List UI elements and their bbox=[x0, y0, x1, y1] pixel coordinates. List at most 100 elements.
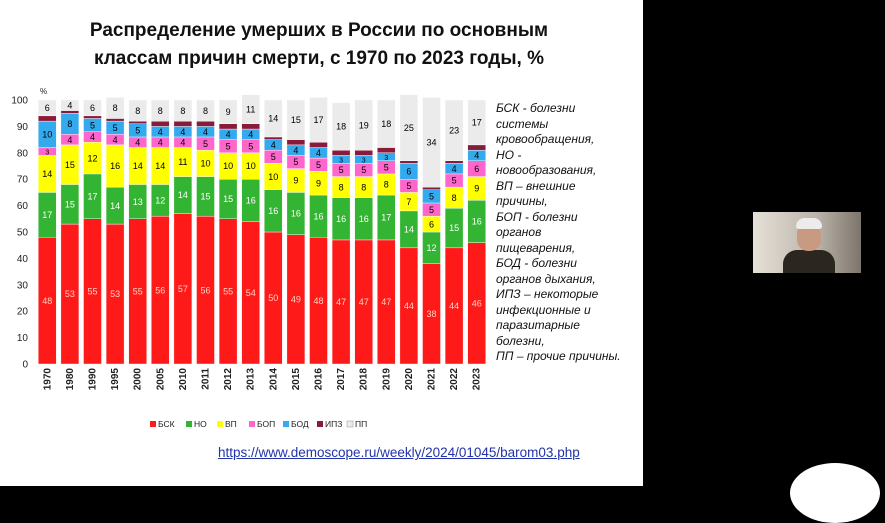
x-tick-label: 2023 bbox=[472, 368, 483, 391]
legend-swatch bbox=[150, 421, 156, 427]
data-label: 16 bbox=[336, 214, 346, 224]
bar-segment bbox=[467, 144, 486, 151]
data-label: 8 bbox=[180, 106, 185, 116]
data-label: 25 bbox=[404, 123, 414, 133]
data-label: 15 bbox=[65, 199, 75, 209]
data-label: 10 bbox=[268, 172, 278, 182]
bar-segment bbox=[377, 99, 396, 148]
floating-control-button[interactable] bbox=[790, 463, 880, 523]
data-label: 55 bbox=[87, 287, 97, 297]
x-tick-label: 2016 bbox=[314, 368, 325, 391]
legend-swatch bbox=[217, 421, 223, 427]
y-tick-label: 60 bbox=[17, 201, 29, 212]
bar-segment bbox=[354, 99, 373, 151]
legend-swatch bbox=[283, 421, 289, 427]
data-label: 5 bbox=[361, 165, 366, 175]
data-label: 47 bbox=[336, 297, 346, 307]
bar-segment bbox=[151, 99, 170, 122]
x-tick-label: 2019 bbox=[381, 368, 392, 391]
data-label: 56 bbox=[200, 285, 210, 295]
legend-label: ПП bbox=[355, 419, 367, 429]
data-label: 7 bbox=[406, 197, 411, 207]
note-line: инфекционные и bbox=[496, 302, 591, 317]
y-tick-label: 40 bbox=[17, 254, 29, 265]
data-label: 15 bbox=[65, 160, 75, 170]
x-tick-label: 1995 bbox=[110, 368, 121, 391]
data-label: 14 bbox=[404, 225, 414, 235]
x-tick-label: 2015 bbox=[291, 368, 302, 391]
legend-label: ИПЗ bbox=[325, 419, 342, 429]
bar-segment bbox=[241, 94, 260, 124]
data-label: 53 bbox=[65, 289, 75, 299]
data-label: 34 bbox=[426, 137, 436, 147]
data-label: 14 bbox=[133, 161, 143, 171]
data-label: 14 bbox=[110, 201, 120, 211]
y-tick-label: 30 bbox=[17, 280, 29, 291]
note-line: НО - bbox=[496, 147, 522, 162]
x-tick-label: 1980 bbox=[65, 368, 76, 391]
bar-segment bbox=[286, 139, 306, 146]
data-label: 4 bbox=[293, 145, 298, 155]
note-line: кровообращения, bbox=[496, 132, 595, 146]
bar-segment bbox=[218, 99, 238, 124]
x-tick-label: 2010 bbox=[178, 368, 189, 391]
data-label: 5 bbox=[339, 165, 344, 175]
data-label: 15 bbox=[291, 115, 301, 125]
data-label: 12 bbox=[155, 196, 165, 206]
data-label: 5 bbox=[316, 160, 321, 170]
data-label: 48 bbox=[42, 296, 52, 306]
data-label: 6 bbox=[45, 103, 50, 113]
legend-swatch bbox=[317, 421, 323, 427]
slide-title-line-1: Распределение умерших в России по основн… bbox=[89, 20, 549, 41]
data-label: 8 bbox=[452, 193, 457, 203]
bar-segment bbox=[264, 99, 283, 138]
data-label: 16 bbox=[110, 161, 120, 171]
data-label: 4 bbox=[180, 127, 185, 137]
bar-segment bbox=[173, 99, 193, 122]
bar-segment bbox=[128, 120, 147, 124]
bar-segment bbox=[286, 99, 306, 140]
data-label: 16 bbox=[359, 214, 369, 224]
x-axis-labels: 1970 1980 1990 1995 2000 2005 2010 2011 2012 2013… bbox=[42, 368, 482, 391]
data-label: 8 bbox=[67, 119, 72, 129]
data-label: 4 bbox=[158, 137, 163, 147]
bar-segment bbox=[354, 149, 373, 156]
x-tick-label: 2011 bbox=[201, 368, 212, 390]
bar-segment bbox=[309, 142, 328, 148]
data-label: 5 bbox=[429, 192, 434, 202]
x-tick-label: 2018 bbox=[359, 368, 370, 391]
data-label: 8 bbox=[158, 106, 163, 116]
bar-segment bbox=[377, 147, 396, 153]
data-label: 15 bbox=[200, 192, 210, 202]
legend-swatch bbox=[186, 421, 192, 427]
y-axis: 0 10 20 30 40 50 60 70 80 90 100% bbox=[11, 87, 47, 371]
data-label: 49 bbox=[291, 295, 301, 305]
note-line: ВП – внешние bbox=[496, 178, 576, 193]
data-label: 5 bbox=[384, 163, 389, 173]
data-label: 11 bbox=[246, 104, 255, 114]
x-tick-label: 2000 bbox=[133, 368, 144, 391]
data-label: 18 bbox=[336, 122, 346, 132]
data-label: 17 bbox=[42, 210, 52, 220]
note-line: ИПЗ – некоторые bbox=[496, 287, 599, 301]
data-label: 8 bbox=[135, 106, 140, 116]
data-label: 13 bbox=[133, 197, 143, 207]
x-tick-label: 2022 bbox=[449, 368, 460, 391]
data-label: 4 bbox=[474, 151, 479, 161]
legend-label: БСК bbox=[158, 419, 175, 429]
data-label: 4 bbox=[113, 135, 118, 145]
speaker-body bbox=[783, 250, 835, 273]
data-label: 4 bbox=[316, 148, 321, 158]
y-tick-label: 20 bbox=[17, 307, 29, 318]
data-label: 10 bbox=[223, 161, 233, 171]
data-label: 44 bbox=[449, 301, 459, 311]
source-link[interactable]: https://www.demoscope.ru/weekly/2024/010… bbox=[218, 445, 580, 460]
bar-segment bbox=[467, 99, 486, 146]
data-label: 17 bbox=[381, 213, 391, 223]
x-tick-label: 2012 bbox=[223, 368, 234, 391]
bar-segment bbox=[444, 99, 464, 161]
data-label: 5 bbox=[406, 181, 411, 191]
y-tick-label: 70 bbox=[17, 175, 29, 186]
data-label: 53 bbox=[110, 289, 120, 299]
bar-segment bbox=[331, 149, 351, 156]
